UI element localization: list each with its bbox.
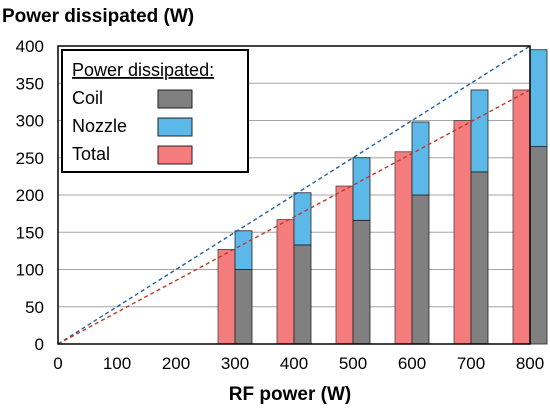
bar-nozzle	[352, 157, 371, 221]
legend-title: Power dissipated:	[72, 60, 214, 80]
x-tick-label: 400	[280, 354, 308, 373]
y-tick-label: 400	[16, 37, 44, 56]
bar-total	[217, 248, 236, 345]
bar-coil	[352, 219, 371, 345]
trend-line	[57, 45, 531, 345]
bar-total	[276, 219, 295, 345]
bar-coil	[529, 146, 548, 345]
legend-swatch	[157, 117, 193, 137]
y-tick-label: 150	[16, 223, 44, 242]
y-tick-label: 50	[25, 298, 44, 317]
y-tick-label: 300	[16, 112, 44, 131]
x-tick-label: 600	[398, 354, 426, 373]
x-tick-label: 200	[162, 354, 190, 373]
legend-label: Nozzle	[72, 116, 127, 136]
legend: Power dissipated: Coil Nozzle Total	[61, 49, 249, 173]
bars	[217, 49, 548, 345]
bar-coil	[234, 269, 253, 345]
bar-nozzle	[529, 49, 548, 147]
legend-swatch	[157, 145, 193, 165]
x-tick-label: 100	[103, 354, 131, 373]
bar-coil	[470, 171, 489, 345]
legend-label: Total	[72, 144, 110, 164]
bar-total	[453, 120, 472, 345]
bar-total	[335, 185, 354, 345]
y-axis-title: Power dissipated (W)	[2, 6, 194, 27]
y-tick-label: 250	[16, 149, 44, 168]
y-tick-label: 350	[16, 74, 44, 93]
legend-swatch	[157, 89, 193, 109]
bar-nozzle	[470, 89, 489, 173]
y-tick-label: 0	[35, 335, 44, 354]
legend-box	[61, 49, 249, 173]
x-tick-label: 500	[339, 354, 367, 373]
bar-coil	[411, 194, 430, 345]
x-tick-label: 300	[221, 354, 249, 373]
x-tick-label: 800	[516, 354, 544, 373]
bar-total	[394, 151, 413, 345]
plot-frame	[57, 45, 531, 345]
y-tick-label: 100	[16, 261, 44, 280]
bar-nozzle	[411, 121, 430, 196]
y-tick-labels: 0 50 100 150 200 250 300 350 400	[16, 37, 44, 354]
y-tick-label: 200	[16, 186, 44, 205]
bar-coil	[293, 244, 312, 345]
x-axis-title: RF power (W)	[229, 384, 351, 405]
x-tick-label: 0	[53, 354, 62, 373]
trend-lines	[57, 45, 531, 345]
legend-label: Coil	[72, 88, 103, 108]
trend-line	[57, 89, 531, 345]
x-tick-label: 700	[457, 354, 485, 373]
bar-total	[512, 89, 531, 345]
bar-nozzle	[234, 230, 253, 270]
bar-nozzle	[293, 192, 312, 246]
x-tick-labels: 0 100 200 300 400 500 600 700 800	[53, 354, 544, 373]
